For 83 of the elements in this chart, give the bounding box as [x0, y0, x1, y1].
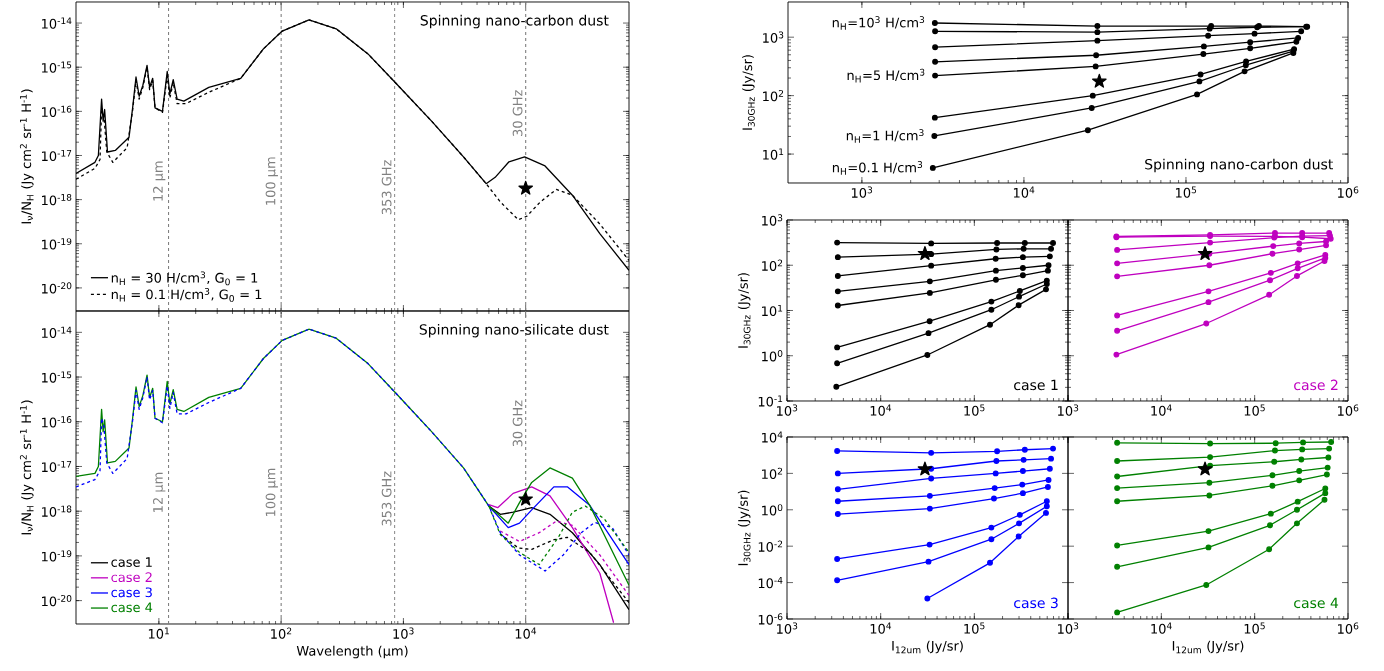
y-tick-label: 10$^{3}$: [763, 31, 784, 43]
y-tick-label: 10$^{-18}$: [42, 194, 72, 206]
legend-label: case 3: [111, 587, 152, 598]
y-tick-label: 10$^{0}$: [762, 504, 783, 516]
y-tick-label: 10$^{3}$: [762, 214, 783, 226]
series-label: n$_{H}$=5 H/cm$^{3}$: [847, 68, 925, 83]
y-tick-label: 10$^{-17}$: [42, 149, 72, 162]
text: case 1: [1014, 379, 1058, 391]
text: I$_{ν}$/N$_{H}$ (Jy cm$^{2}$ sr$^{-1}$ H$^{-1}$): [19, 89, 34, 224]
y-tick-label: 10$^{-14}$: [42, 17, 72, 29]
y-tick-label: 10$^{-1}$: [758, 395, 783, 407]
y-axis-title: I$_{30GHz}$ (Jy/sr): [742, 55, 755, 130]
x-tick-label: 10$^{5}$: [964, 622, 985, 634]
text: case 3: [1014, 597, 1058, 609]
text: case 4: [1294, 597, 1339, 609]
ref-line-label: 12 μm: [153, 472, 166, 512]
ref-line-label: 100 μm: [265, 468, 278, 517]
x-tick-label: 10$^{5}$: [1244, 622, 1265, 634]
text: case 2: [1294, 379, 1338, 391]
y-tick-label: 10$^{2}$: [762, 467, 783, 480]
y-tick-label: 10$^{2}$: [763, 89, 784, 102]
y-tick-label: 10$^{-20}$: [42, 594, 72, 607]
x-tick-label: 10$^{1}$: [148, 627, 169, 639]
series-label: n$_{H}$=0.1 H/cm$^{3}$: [832, 161, 923, 175]
y-tick-label: 10$^{-4}$: [758, 577, 783, 589]
legend-label: n$_{H}$=10$^{3}$ H/cm$^{3}$: [832, 16, 925, 30]
y-tick-label: 10$^{-16}$: [42, 416, 72, 428]
x-tick-label: 10$^{4}$: [515, 627, 537, 639]
x-tick-label: 10$^{5}$: [964, 404, 985, 416]
y-axis-title: I$_{30GHz}$ (Jy/sr): [737, 490, 751, 566]
y-tick-label: 10$^{-20}$: [42, 282, 72, 294]
x-tick-label: 10$^{3}$: [1058, 622, 1079, 634]
y-tick-label: 10$^{-6}$: [758, 613, 783, 625]
ref-line-label: 12 μm: [153, 161, 166, 201]
ref-line-label: 353 GHz: [381, 471, 392, 526]
x-tick-label: 10$^{4}$: [1151, 404, 1172, 416]
x-axis-title: I$_{12um}$ (Jy/sr): [1172, 640, 1244, 654]
x-tick-label: 10$^{3}$: [393, 627, 414, 639]
text: Spinning nano-silicate dust: [419, 323, 609, 338]
ref-line-label: 100 μm: [265, 157, 278, 205]
x-tick-label: 10$^{2}$: [271, 627, 292, 639]
x-tick-label: 10$^{3}$: [777, 404, 798, 416]
y-tick-label: 10$^{-18}$: [42, 505, 72, 517]
legend-label: case 4: [111, 602, 153, 613]
x-tick-label: 10$^{4}$: [870, 622, 892, 634]
y-tick-label: 10$^{-2}$: [758, 540, 783, 552]
text: Spinning nano-carbon dust: [1145, 158, 1333, 173]
legend-label: n$_{H}$ = 0.1 H/cm$^{3}$, G$_{0}$ = 1: [111, 288, 262, 302]
y-tick-label: 10$^{-15}$: [42, 61, 72, 73]
y-tick-label: 10$^{1}$: [762, 304, 783, 317]
y-tick-label: 10$^{4}$: [762, 431, 783, 443]
x-tick-label: 10$^{3}$: [1058, 404, 1079, 416]
text: I$_{ν}$/N$_{H}$ (Jy cm$^{2}$ sr$^{-1}$ H$^{-1}$): [19, 400, 34, 535]
x-tick-label: 10$^{4}$: [870, 404, 892, 416]
y-tick-label: 10$^{0}$: [762, 350, 783, 362]
x-tick-label: 10$^{4}$: [1013, 186, 1035, 198]
y-tick-label: 10$^{-19}$: [42, 238, 72, 250]
y-tick-label: 10$^{-14}$: [42, 326, 72, 338]
y-tick-label: 10$^{-19}$: [42, 550, 72, 562]
ref-line-label: 30 GHz: [512, 400, 523, 447]
legend-label: n$_{H}$ = 30 H/cm$^{3}$, G$_{0}$ = 1: [111, 271, 258, 286]
text: Spinning nano-carbon dust: [420, 14, 609, 29]
y-tick-label: 10$^{-16}$: [42, 105, 72, 117]
legend-label: case 2: [111, 572, 152, 583]
x-tick-label: 10$^{5}$: [1244, 404, 1265, 416]
x-tick-label: 10$^{4}$: [1151, 622, 1172, 634]
x-tick-label: 10$^{6}$: [1338, 186, 1359, 198]
legend-label: case 1: [111, 557, 152, 567]
x-axis-title: I$_{12um}$ (Jy/sr): [892, 640, 963, 654]
x-tick-label: 10$^{6}$: [1338, 404, 1359, 416]
series-label: n$_{H}$=1 H/cm$^{3}$: [846, 129, 924, 143]
ref-line-label: 353 GHz: [381, 160, 392, 215]
x-tick-label: 10$^{6}$: [1338, 622, 1359, 634]
y-axis-title: I$_{30GHz}$ (Jy/sr): [737, 273, 751, 348]
y-tick-label: 10$^{1}$: [763, 148, 784, 160]
ref-line-label: 30 GHz: [512, 90, 523, 136]
x-tick-label: 10$^{3}$: [777, 622, 798, 634]
y-tick-label: 10$^{2}$: [762, 259, 783, 271]
x-tick-label: 10$^{3}$: [851, 186, 873, 198]
x-tick-label: 10$^{5}$: [1175, 186, 1197, 198]
x-axis-title: Wavelength (μm): [296, 645, 408, 659]
y-tick-label: 10$^{-17}$: [42, 460, 72, 473]
y-tick-label: 10$^{-15}$: [42, 371, 72, 383]
